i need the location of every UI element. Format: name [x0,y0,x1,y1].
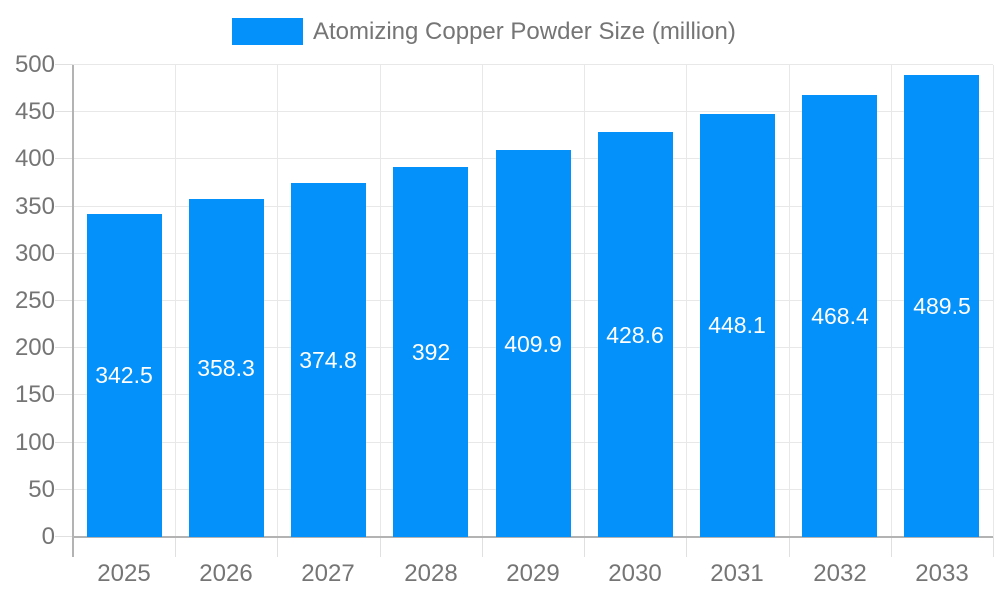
v-gridline [891,65,892,537]
x-tick [380,537,381,557]
bar-2031[interactable] [700,114,775,537]
y-tick [55,394,73,395]
legend-label: Atomizing Copper Powder Size (million) [313,17,736,45]
y-tick-label: 50 [28,476,55,503]
y-tick-label: 100 [14,429,55,456]
x-tick-label: 2030 [608,560,662,587]
plot-area: 0 50 100 150 200 250 300 350 400 450 500 342.5 2025 3… [15,53,994,586]
y-tick [55,347,73,348]
x-tick [891,537,892,557]
y-tick-label: 150 [14,381,55,408]
y-tick-label: 250 [14,287,55,314]
y-tick-label: 200 [14,334,55,361]
y-tick [55,64,73,65]
x-axis-line [73,536,993,538]
y-tick [55,442,73,443]
x-tick-label: 2031 [710,560,764,587]
x-tick-label: 2025 [97,560,151,587]
h-gridline [73,111,993,112]
v-gridline [380,65,381,537]
y-tick [55,111,73,112]
y-tick [55,300,73,301]
bar-2029[interactable] [496,150,571,537]
x-tick-label: 2028 [404,560,458,587]
y-tick [55,536,73,537]
y-tick-label: 500 [14,51,55,78]
bar-2025[interactable] [87,214,162,537]
y-axis-line [72,65,74,557]
y-tick-label: 400 [14,145,55,172]
x-tick-label: 2026 [199,560,253,587]
x-tick-label: 2027 [301,560,355,587]
x-tick [584,537,585,557]
x-tick [277,537,278,557]
h-gridline [73,64,993,65]
y-tick [55,158,73,159]
v-gridline [175,65,176,537]
v-gridline [584,65,585,537]
x-tick [993,537,994,557]
y-tick-label: 300 [14,240,55,267]
x-tick-label: 2033 [915,560,969,587]
x-tick [482,537,483,557]
bar-2032[interactable] [802,95,877,537]
v-gridline [789,65,790,537]
y-tick [55,253,73,254]
bar-2033[interactable] [904,75,979,537]
bar-2026[interactable] [189,199,264,537]
v-gridline [993,65,994,537]
bar-2030[interactable] [598,132,673,537]
x-tick [789,537,790,557]
x-tick-label: 2032 [813,560,867,587]
x-tick [686,537,687,557]
legend-item[interactable]: Atomizing Copper Powder Size (million) [232,18,736,45]
bar-2028[interactable] [393,167,468,537]
x-tick-label: 2029 [506,560,560,587]
x-tick [175,537,176,557]
y-tick-label: 0 [41,523,55,550]
v-gridline [277,65,278,537]
y-tick-label: 350 [14,193,55,220]
y-tick-label: 450 [14,98,55,125]
y-tick [55,489,73,490]
v-gridline [482,65,483,537]
bar-2027[interactable] [291,183,366,537]
legend-swatch [232,18,303,45]
v-gridline [686,65,687,537]
y-tick [55,206,73,207]
